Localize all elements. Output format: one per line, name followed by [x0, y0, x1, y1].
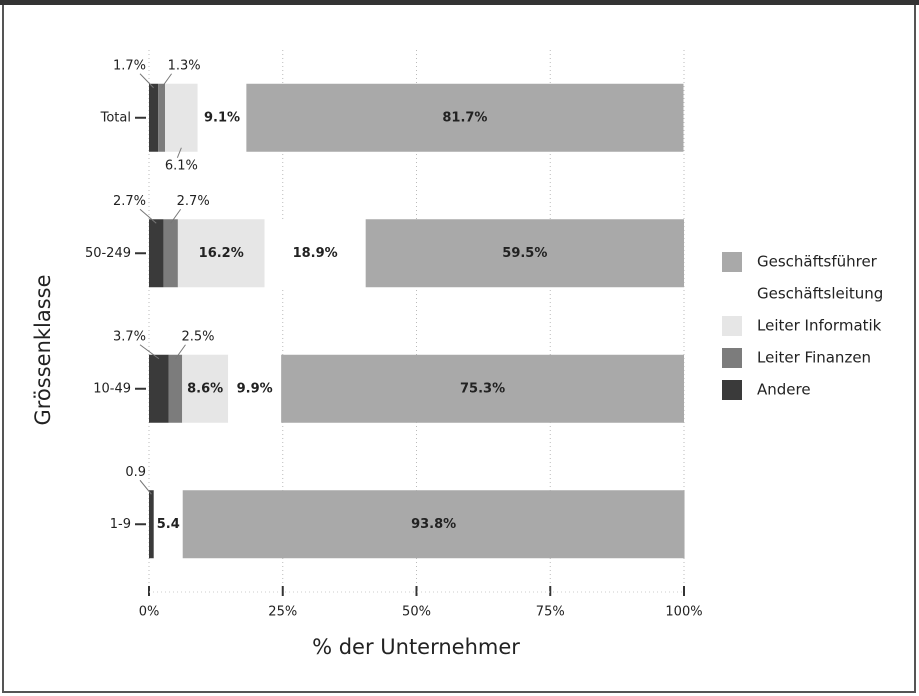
value-label: 9.9% — [237, 381, 273, 396]
bar-segment — [165, 83, 198, 152]
value-label: 2.7% — [113, 194, 146, 209]
value-label: 81.7% — [442, 110, 487, 125]
value-label: 93.8% — [411, 517, 456, 532]
legend-swatch — [722, 348, 742, 368]
bar-segment — [168, 354, 183, 423]
legend-label: Geschäftsleitung — [757, 285, 883, 303]
legend-swatch — [722, 284, 742, 304]
y-tick-label: Total — [100, 110, 131, 125]
x-tick-label: 50% — [402, 605, 431, 620]
leader-line — [176, 147, 182, 158]
bar-segment — [153, 490, 183, 559]
leader-line — [139, 344, 160, 360]
bar-segment — [246, 83, 684, 152]
legend-label: Geschäftsführer — [757, 253, 878, 271]
value-label: 75.3% — [460, 381, 505, 396]
value-label: 2.7% — [177, 194, 210, 209]
x-tick-label: 0% — [139, 605, 160, 620]
x-tick-label: 25% — [268, 605, 297, 620]
top-border — [0, 0, 919, 5]
value-label: 5.4 — [157, 517, 180, 532]
leader-line — [139, 208, 157, 224]
value-label: 2.5% — [181, 329, 214, 344]
legend-label: Andere — [757, 381, 811, 399]
bar-segment — [182, 354, 229, 423]
value-label: 1.7% — [113, 58, 146, 73]
y-tick-label: 1-9 — [110, 517, 131, 532]
y-axis-label: Grössenklasse — [31, 274, 55, 425]
bar-segment — [228, 354, 282, 423]
bar-segment — [149, 354, 169, 423]
value-label: 0.9 — [125, 465, 146, 480]
bar-segment — [177, 219, 265, 288]
bar-segment — [182, 490, 685, 559]
value-label: 9.1% — [204, 110, 240, 125]
leader-line — [139, 73, 154, 89]
legend-label: Leiter Informatik — [757, 317, 882, 335]
bar-segment — [163, 219, 178, 288]
leader-line — [139, 479, 152, 495]
x-axis-label: % der Unternehmer — [312, 635, 520, 659]
leader-line — [175, 344, 186, 360]
legend-label: Leiter Finanzen — [757, 349, 871, 367]
bar-segment — [197, 83, 247, 152]
y-tick-label: 50-249 — [85, 246, 131, 261]
value-label: 59.5% — [502, 246, 547, 261]
bar-segment — [365, 219, 684, 288]
value-label: 3.7% — [113, 329, 146, 344]
leader-line — [161, 73, 172, 89]
legend-swatch — [722, 316, 742, 336]
x-tick-label: 100% — [665, 605, 702, 620]
x-tick-label: 75% — [536, 605, 565, 620]
value-label: 1.3% — [168, 58, 201, 73]
legend-swatch — [722, 380, 742, 400]
value-label: 16.2% — [199, 246, 244, 261]
y-tick-label: 10-49 — [93, 381, 131, 396]
value-label: 18.9% — [293, 246, 338, 261]
bar-segment — [149, 219, 164, 288]
value-label: 8.6% — [187, 381, 223, 396]
leader-line — [170, 208, 182, 224]
bar-segment — [281, 354, 684, 423]
legend-swatch — [722, 252, 742, 272]
bar-segment — [149, 83, 159, 152]
bar-segment — [158, 83, 166, 152]
bar-segment — [149, 490, 154, 559]
bar-segment — [264, 219, 366, 288]
value-label: 6.1% — [165, 158, 198, 173]
